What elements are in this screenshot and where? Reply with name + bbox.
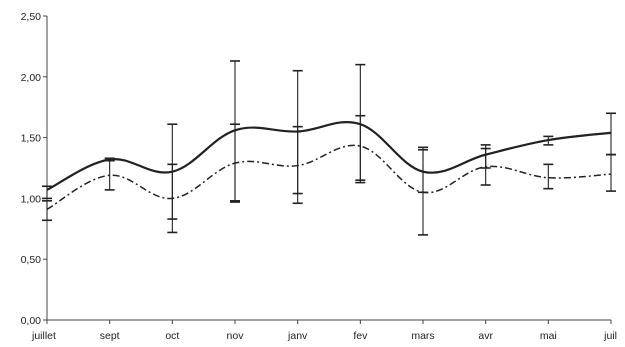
- series-lines: [46, 121, 612, 211]
- series-line-dash-dot: [46, 144, 612, 211]
- x-tick-label: nov: [227, 330, 245, 342]
- x-tick-label: mai: [540, 330, 557, 342]
- x-tick-label: sept: [100, 330, 120, 342]
- y-tick-label: 0,00: [21, 315, 42, 327]
- x-tick-label: oct: [165, 330, 179, 342]
- x-axis: juillet sept oct nov janv fev mars avr mai juil: [31, 319, 617, 342]
- y-tick-label: 2,50: [21, 11, 42, 23]
- x-tick-label: juillet: [31, 330, 56, 342]
- error-bar: [355, 114, 366, 181]
- series-line-solid: [46, 121, 612, 191]
- error-bars: [42, 60, 616, 236]
- x-tick-label: juil: [603, 330, 617, 342]
- x-tick-label: janv: [287, 330, 308, 342]
- x-tick-label: avr: [478, 330, 493, 342]
- y-tick-label: 1,00: [21, 193, 42, 205]
- error-bar: [543, 163, 554, 190]
- x-tick-label: mars: [411, 330, 434, 342]
- error-bar: [606, 153, 616, 192]
- x-tick-label: fev: [353, 330, 368, 342]
- y-tick-label: 1,50: [21, 133, 42, 145]
- y-axis: 0,00 0,50 1,00 1,50 2,00 2,50: [21, 11, 48, 327]
- y-tick-label: 0,50: [21, 254, 42, 266]
- error-bar: [42, 185, 52, 200]
- error-bar: [42, 200, 52, 222]
- y-tick-label: 2,00: [21, 72, 42, 84]
